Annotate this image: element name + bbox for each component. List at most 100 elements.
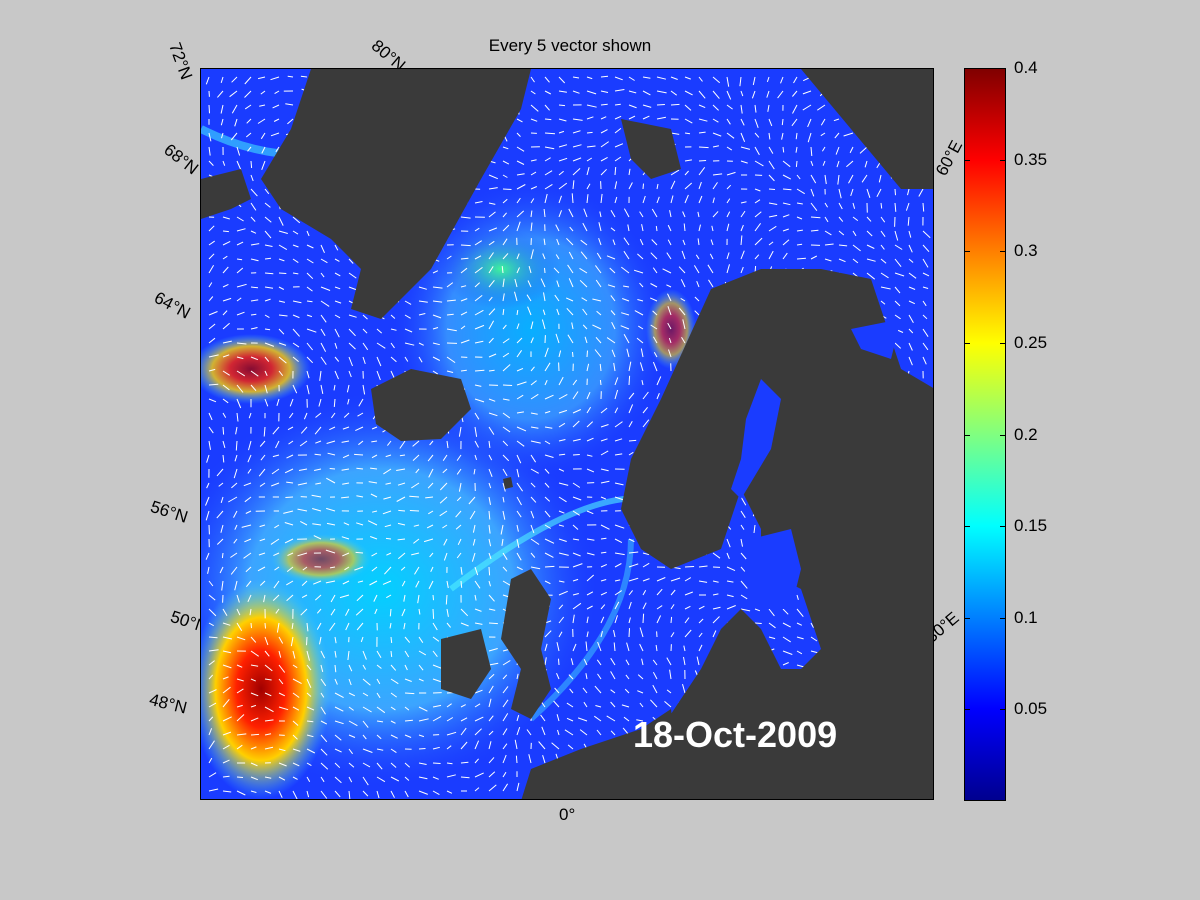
current-vector: [488, 482, 492, 489]
current-vector: [312, 508, 322, 512]
current-vector: [404, 328, 413, 333]
current-vector: [614, 601, 620, 610]
current-vector: [342, 426, 350, 430]
current-vector: [264, 216, 272, 223]
current-vector: [243, 552, 252, 559]
current-vector: [639, 238, 644, 246]
current-vector: [446, 608, 449, 617]
current-vector: [460, 761, 469, 764]
current-vector: [544, 657, 547, 666]
current-vector: [250, 384, 257, 392]
current-vector: [334, 636, 337, 644]
current-vector: [236, 241, 244, 246]
current-vector: [306, 258, 314, 264]
current-vector: [596, 310, 602, 316]
current-vector: [404, 706, 410, 711]
current-vector: [556, 238, 560, 246]
current-vector: [572, 144, 582, 148]
current-vector: [544, 132, 556, 135]
current-vector: [558, 104, 566, 107]
current-vector: [584, 336, 588, 344]
current-vector: [697, 211, 700, 218]
current-vector: [740, 552, 747, 560]
current-vector: [586, 104, 597, 108]
current-vector: [274, 566, 280, 571]
current-vector: [656, 615, 662, 624]
current-vector: [684, 132, 691, 135]
current-vector: [670, 132, 680, 135]
current-vector: [334, 314, 341, 319]
current-vector: [222, 398, 229, 404]
current-vector: [243, 482, 252, 487]
current-vector: [411, 552, 420, 556]
current-vector: [275, 608, 280, 614]
current-vector: [334, 286, 341, 290]
current-vector: [558, 453, 566, 456]
current-vector: [594, 265, 602, 274]
current-vector: [371, 454, 378, 459]
current-vector: [838, 216, 844, 222]
current-vector: [488, 594, 495, 602]
current-vector: [693, 265, 700, 274]
current-vector: [216, 538, 224, 545]
current-vector: [285, 103, 294, 106]
colorbar-tick-mark: [964, 617, 970, 619]
current-vector: [471, 552, 476, 562]
current-vector: [260, 454, 266, 461]
current-vector: [306, 328, 317, 333]
current-vector: [650, 699, 658, 708]
current-vector: [656, 196, 660, 204]
current-vector: [276, 622, 280, 633]
current-vector: [272, 104, 280, 109]
current-vector: [208, 594, 216, 601]
current-vector: [668, 349, 672, 358]
current-vector: [628, 421, 633, 428]
current-vector: [432, 608, 435, 619]
current-vector: [412, 440, 420, 447]
current-vector: [292, 678, 302, 685]
current-vector: [474, 398, 485, 403]
current-vector: [568, 278, 574, 288]
current-vector: [684, 591, 693, 596]
current-vector: [244, 90, 252, 98]
current-vector: [390, 328, 397, 331]
current-vector: [564, 729, 574, 736]
current-vector: [572, 118, 583, 121]
current-vector: [488, 741, 492, 750]
current-vector: [356, 467, 364, 470]
current-vector: [568, 251, 574, 260]
current-vector: [514, 739, 518, 750]
current-vector: [260, 132, 266, 140]
current-vector: [230, 132, 238, 141]
current-vector: [516, 510, 522, 518]
current-vector: [325, 549, 336, 554]
current-vector: [796, 636, 804, 640]
current-vector: [292, 384, 298, 394]
current-vector: [264, 384, 268, 394]
current-vector: [348, 314, 357, 318]
current-vector: [292, 762, 300, 767]
current-vector: [726, 594, 734, 598]
current-vector: [404, 650, 410, 658]
current-vector: [908, 272, 917, 279]
current-vector: [326, 440, 336, 444]
current-vector: [600, 480, 610, 484]
current-vector: [384, 566, 392, 575]
current-vector: [502, 674, 508, 680]
current-vector: [300, 75, 308, 78]
current-vector: [558, 538, 567, 542]
current-vector: [614, 438, 623, 442]
current-vector: [236, 776, 244, 778]
current-vector: [502, 188, 512, 190]
current-vector: [530, 510, 535, 519]
current-vector: [278, 216, 284, 226]
current-vector: [315, 412, 322, 418]
current-vector: [698, 167, 706, 176]
current-vector: [641, 379, 644, 386]
current-vector: [264, 230, 272, 239]
colorbar-tick-label: 0.3: [1014, 241, 1038, 261]
current-vector: [880, 230, 886, 237]
current-vector: [642, 602, 647, 610]
current-vector: [726, 171, 736, 176]
current-vector: [404, 719, 413, 722]
